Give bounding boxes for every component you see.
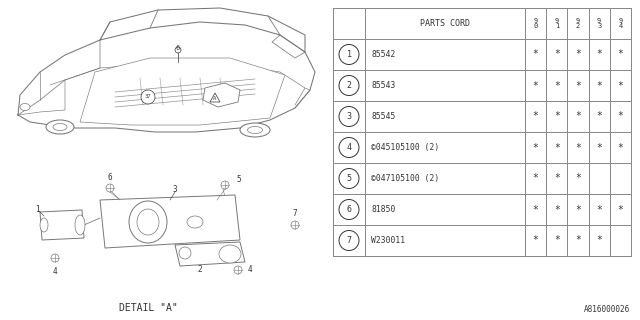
Text: *: * — [618, 111, 623, 122]
Text: 85545: 85545 — [371, 112, 396, 121]
Ellipse shape — [137, 209, 159, 235]
Text: *: * — [575, 236, 581, 245]
Circle shape — [339, 76, 359, 95]
Ellipse shape — [20, 103, 30, 110]
Circle shape — [175, 47, 181, 53]
Circle shape — [339, 230, 359, 251]
Text: 9
0: 9 0 — [534, 18, 538, 29]
Text: 7: 7 — [346, 236, 351, 245]
Text: 9
4: 9 4 — [618, 18, 623, 29]
Text: *: * — [618, 204, 623, 214]
Text: *: * — [575, 81, 581, 91]
Text: DETAIL "A": DETAIL "A" — [118, 303, 177, 313]
Text: 9
1: 9 1 — [555, 18, 559, 29]
Text: 6: 6 — [108, 173, 112, 182]
Circle shape — [234, 266, 242, 274]
Text: ©047105100 (2): ©047105100 (2) — [371, 174, 439, 183]
Text: 2: 2 — [198, 266, 202, 275]
Text: 85543: 85543 — [371, 81, 396, 90]
Text: ©045105100 (2): ©045105100 (2) — [371, 143, 439, 152]
Text: *: * — [596, 142, 602, 153]
Polygon shape — [40, 210, 84, 240]
Text: 7: 7 — [292, 209, 298, 218]
Text: *: * — [554, 173, 560, 183]
Text: *: * — [618, 81, 623, 91]
Text: *: * — [575, 142, 581, 153]
Text: *: * — [575, 173, 581, 183]
Text: *: * — [554, 142, 560, 153]
Text: *: * — [532, 81, 538, 91]
Circle shape — [339, 169, 359, 188]
Text: 6: 6 — [176, 45, 180, 51]
Circle shape — [339, 44, 359, 65]
Polygon shape — [80, 58, 285, 125]
Text: *: * — [532, 142, 538, 153]
Text: 3: 3 — [173, 186, 177, 195]
Text: 2: 2 — [346, 81, 351, 90]
Circle shape — [339, 199, 359, 220]
Text: 1: 1 — [346, 50, 351, 59]
Text: 5: 5 — [237, 175, 241, 185]
Text: A816000026: A816000026 — [584, 305, 630, 314]
Text: *: * — [532, 173, 538, 183]
Text: 37: 37 — [145, 94, 151, 100]
Text: 5: 5 — [346, 174, 351, 183]
Circle shape — [106, 184, 114, 192]
Circle shape — [51, 254, 59, 262]
Text: *: * — [554, 111, 560, 122]
Text: *: * — [554, 204, 560, 214]
Polygon shape — [203, 83, 240, 107]
Ellipse shape — [240, 123, 270, 137]
Text: *: * — [596, 236, 602, 245]
Polygon shape — [100, 195, 240, 248]
Ellipse shape — [40, 218, 48, 232]
Text: PARTS CORD: PARTS CORD — [420, 19, 470, 28]
Ellipse shape — [219, 245, 241, 263]
Text: *: * — [532, 111, 538, 122]
Polygon shape — [175, 242, 245, 266]
Text: 4: 4 — [248, 266, 252, 275]
Ellipse shape — [187, 216, 203, 228]
Ellipse shape — [53, 124, 67, 131]
Circle shape — [141, 90, 155, 104]
Text: *: * — [618, 142, 623, 153]
Text: W230011: W230011 — [371, 236, 405, 245]
Text: 9
3: 9 3 — [597, 18, 602, 29]
Text: 6: 6 — [346, 205, 351, 214]
Text: 3: 3 — [346, 112, 351, 121]
Ellipse shape — [75, 215, 85, 235]
Ellipse shape — [179, 247, 191, 259]
Text: 9
2: 9 2 — [576, 18, 580, 29]
Circle shape — [339, 138, 359, 157]
Text: *: * — [532, 236, 538, 245]
Text: *: * — [596, 111, 602, 122]
Text: *: * — [532, 50, 538, 60]
Text: *: * — [575, 204, 581, 214]
Text: *: * — [618, 50, 623, 60]
Circle shape — [291, 221, 299, 229]
Text: *: * — [575, 50, 581, 60]
Text: *: * — [596, 204, 602, 214]
Circle shape — [339, 107, 359, 126]
Text: 81850: 81850 — [371, 205, 396, 214]
Text: 85542: 85542 — [371, 50, 396, 59]
Text: 1: 1 — [35, 205, 39, 214]
Text: *: * — [554, 50, 560, 60]
Ellipse shape — [129, 201, 167, 243]
Text: *: * — [532, 204, 538, 214]
Text: 4: 4 — [52, 268, 58, 276]
Text: A: A — [213, 95, 216, 100]
Bar — [333, 8, 631, 256]
Text: *: * — [554, 236, 560, 245]
Circle shape — [221, 181, 229, 189]
Text: *: * — [596, 50, 602, 60]
Text: *: * — [554, 81, 560, 91]
Text: *: * — [596, 81, 602, 91]
Ellipse shape — [46, 120, 74, 134]
Ellipse shape — [248, 126, 262, 133]
Text: 4: 4 — [346, 143, 351, 152]
Text: *: * — [575, 111, 581, 122]
